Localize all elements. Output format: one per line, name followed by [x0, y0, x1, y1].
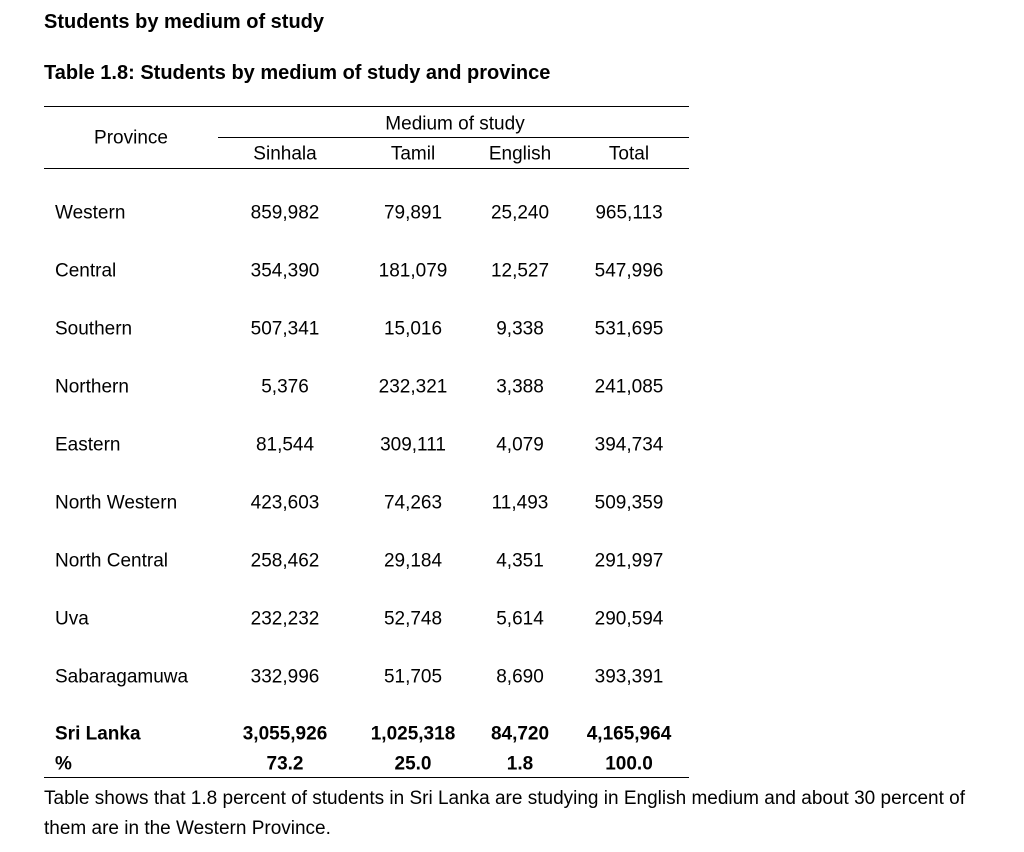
cell: 332,996 — [250, 666, 320, 688]
cell: 25,240 — [490, 202, 550, 224]
cell: 81,544 — [255, 434, 315, 456]
cell: 181,079 — [378, 260, 448, 282]
cell: 12,527 — [490, 260, 550, 282]
group-header: Medium of study — [385, 113, 525, 135]
cell: 232,232 — [250, 608, 320, 630]
total-label: % — [55, 753, 72, 775]
cell: 309,111 — [380, 434, 446, 456]
cell: 232,321 — [378, 376, 448, 398]
cell: 5,376 — [261, 376, 309, 398]
cell: 4,351 — [496, 550, 544, 572]
header-rule — [44, 168, 689, 169]
row-label: Southern — [55, 318, 133, 340]
cell: 859,982 — [250, 202, 320, 224]
column-header: English — [488, 143, 552, 165]
cell: 241,085 — [594, 376, 664, 398]
top-rule — [44, 106, 689, 107]
cell: 290,594 — [594, 608, 664, 630]
cell: 354,390 — [250, 260, 320, 282]
row-label: Western — [55, 202, 126, 224]
total-cell: 73.2 — [266, 753, 304, 775]
column-header: Sinhala — [253, 143, 317, 165]
row-label: Northern — [55, 376, 129, 398]
cell: 8,690 — [496, 666, 544, 688]
footnote: Table shows that 1.8 percent of students… — [44, 788, 966, 839]
row-label: Uva — [55, 608, 89, 630]
group-rule — [218, 137, 689, 138]
cell: 79,891 — [383, 202, 443, 224]
row-label: Central — [55, 260, 117, 282]
bottom-rule — [44, 777, 689, 778]
cell: 3,388 — [496, 376, 544, 398]
cell: 291,997 — [594, 550, 664, 572]
cell: 9,338 — [496, 318, 544, 340]
cell: 509,359 — [594, 492, 664, 514]
cell: 29,184 — [383, 550, 443, 572]
heading: Students by medium of study — [44, 11, 325, 33]
row-label: North Central — [55, 550, 168, 572]
total-cell: 100.0 — [605, 753, 653, 775]
cell: 74,263 — [383, 492, 443, 514]
row-label: North Western — [55, 492, 178, 514]
stub-header: Province — [94, 127, 168, 149]
row-label: Eastern — [55, 434, 121, 456]
total-cell: 1,025,318 — [370, 723, 456, 745]
total-label: Sri Lanka — [55, 723, 141, 745]
total-cell: 4,165,964 — [586, 723, 672, 745]
cell: 51,705 — [383, 666, 443, 688]
cell: 507,341 — [250, 318, 320, 340]
table-title: Table 1.8: Students by medium of study a… — [44, 62, 551, 84]
cell: 5,614 — [496, 608, 544, 630]
cell: 52,748 — [383, 608, 443, 630]
cell: 531,695 — [594, 318, 664, 340]
cell: 393,391 — [594, 666, 664, 688]
total-cell: 84,720 — [490, 723, 550, 745]
cell: 547,996 — [594, 260, 664, 282]
cell: 423,603 — [250, 492, 320, 514]
cell: 394,734 — [594, 434, 664, 456]
cell: 15,016 — [383, 318, 443, 340]
cell: 4,079 — [496, 434, 544, 456]
total-cell: 3,055,926 — [242, 723, 328, 745]
row-label: Sabaragamuwa — [55, 666, 189, 688]
column-header: Tamil — [390, 143, 436, 165]
cell: 965,113 — [595, 202, 663, 224]
cell: 258,462 — [250, 550, 320, 572]
cell: 11,493 — [491, 492, 549, 514]
total-cell: 1.8 — [506, 753, 534, 775]
total-cell: 25.0 — [394, 753, 432, 775]
column-header: Total — [608, 143, 650, 165]
